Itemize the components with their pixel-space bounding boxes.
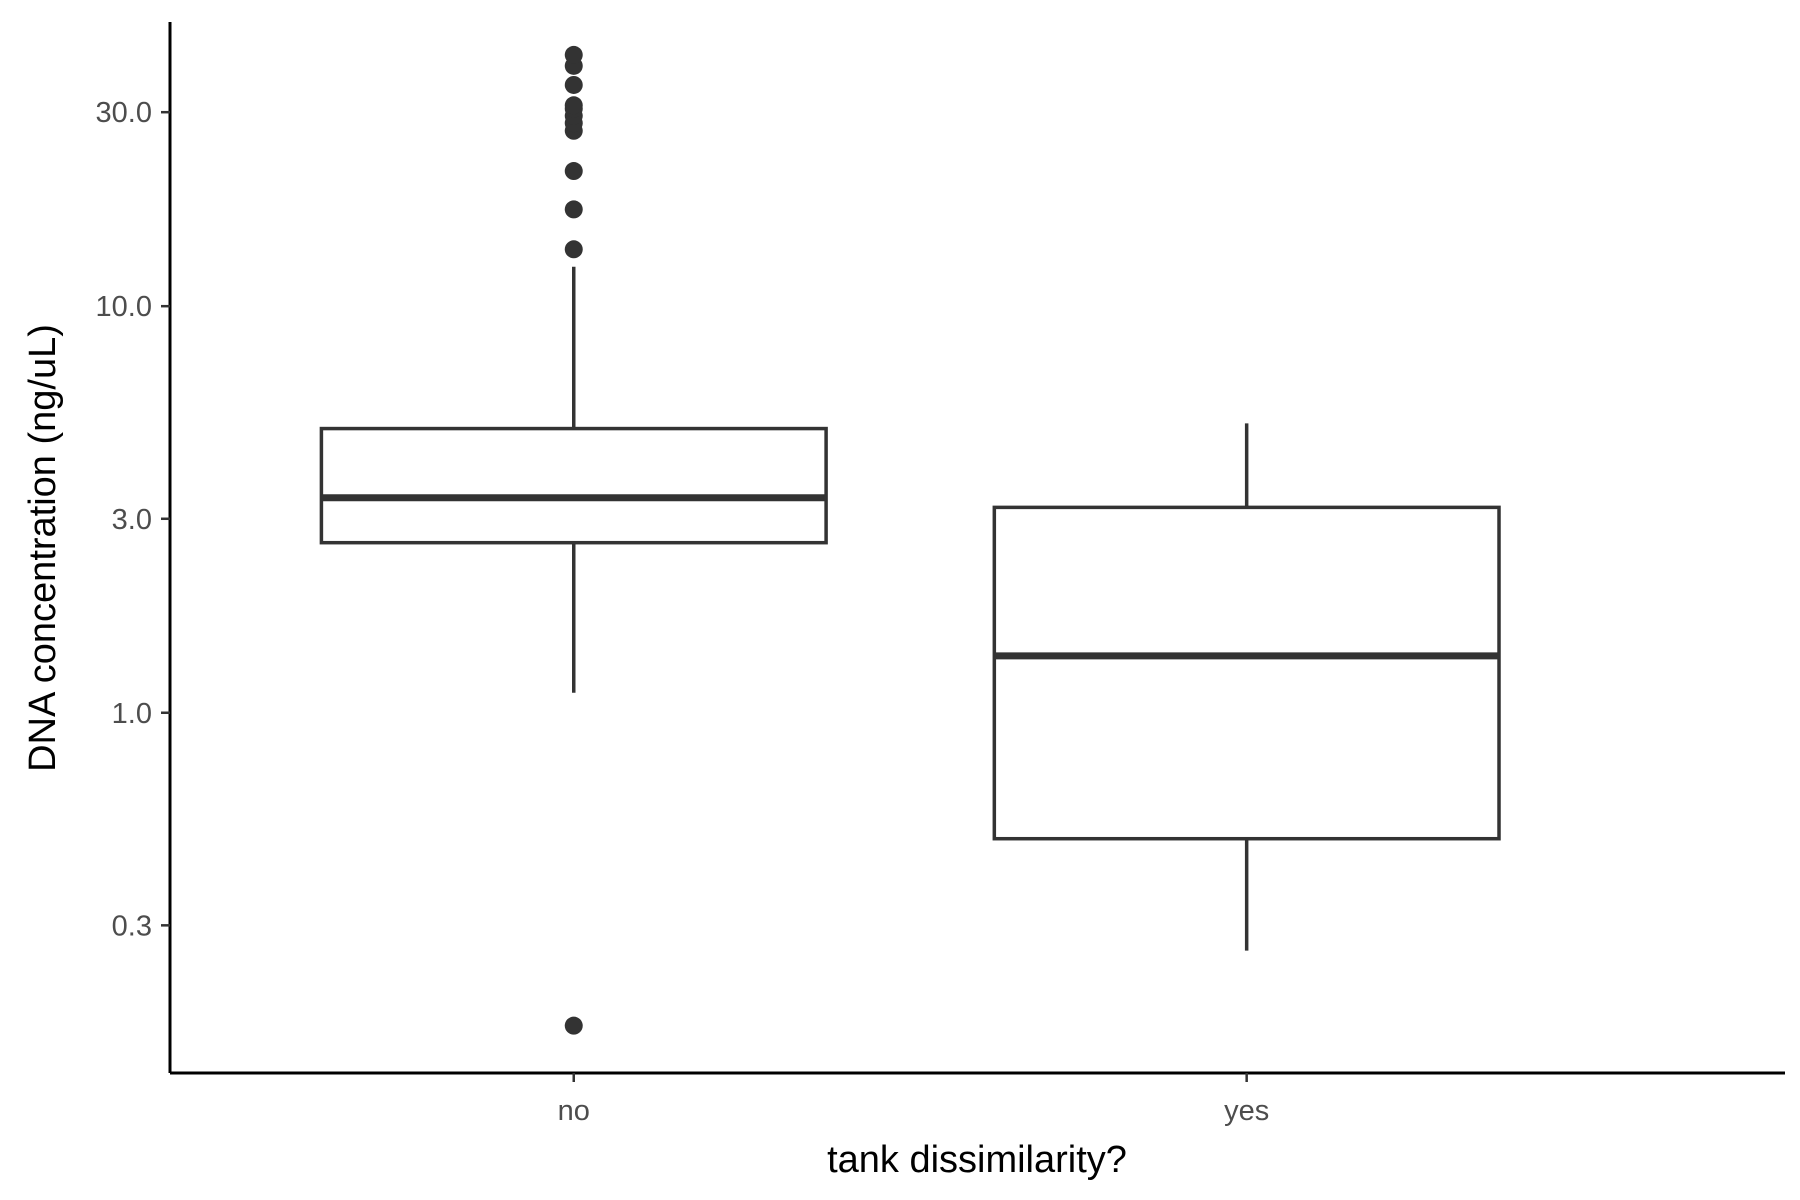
y-tick-label: 3.0: [112, 504, 152, 536]
x-tick-label-yes: yes: [1224, 1095, 1269, 1127]
box-iqr: [992, 505, 1501, 841]
box-iqr: [319, 426, 828, 545]
y-axis-ticks: 0.3 1.0 3.0 10.0 30.0: [96, 97, 170, 942]
box-group-yes: [992, 423, 1501, 951]
outlier-point: [564, 200, 583, 219]
y-axis-title: DNA concentration (ng/uL): [22, 324, 64, 772]
y-tick-label: 30.0: [96, 97, 152, 129]
outlier-point: [564, 75, 583, 94]
x-axis-ticks: no yes: [558, 1073, 1269, 1127]
outlier-point: [564, 96, 583, 115]
y-tick-label: 10.0: [96, 291, 152, 323]
x-tick-label-no: no: [558, 1095, 590, 1127]
outlier-point: [564, 240, 583, 259]
x-axis-title: tank dissimilarity?: [827, 1139, 1127, 1181]
outlier-point: [564, 45, 583, 64]
outlier-point: [564, 162, 583, 181]
y-tick-label: 1.0: [112, 698, 152, 730]
box-group-no: [319, 45, 828, 1035]
outlier-point: [564, 1016, 583, 1035]
y-tick-label: 0.3: [112, 910, 152, 942]
plot-marks: [319, 45, 1501, 1035]
